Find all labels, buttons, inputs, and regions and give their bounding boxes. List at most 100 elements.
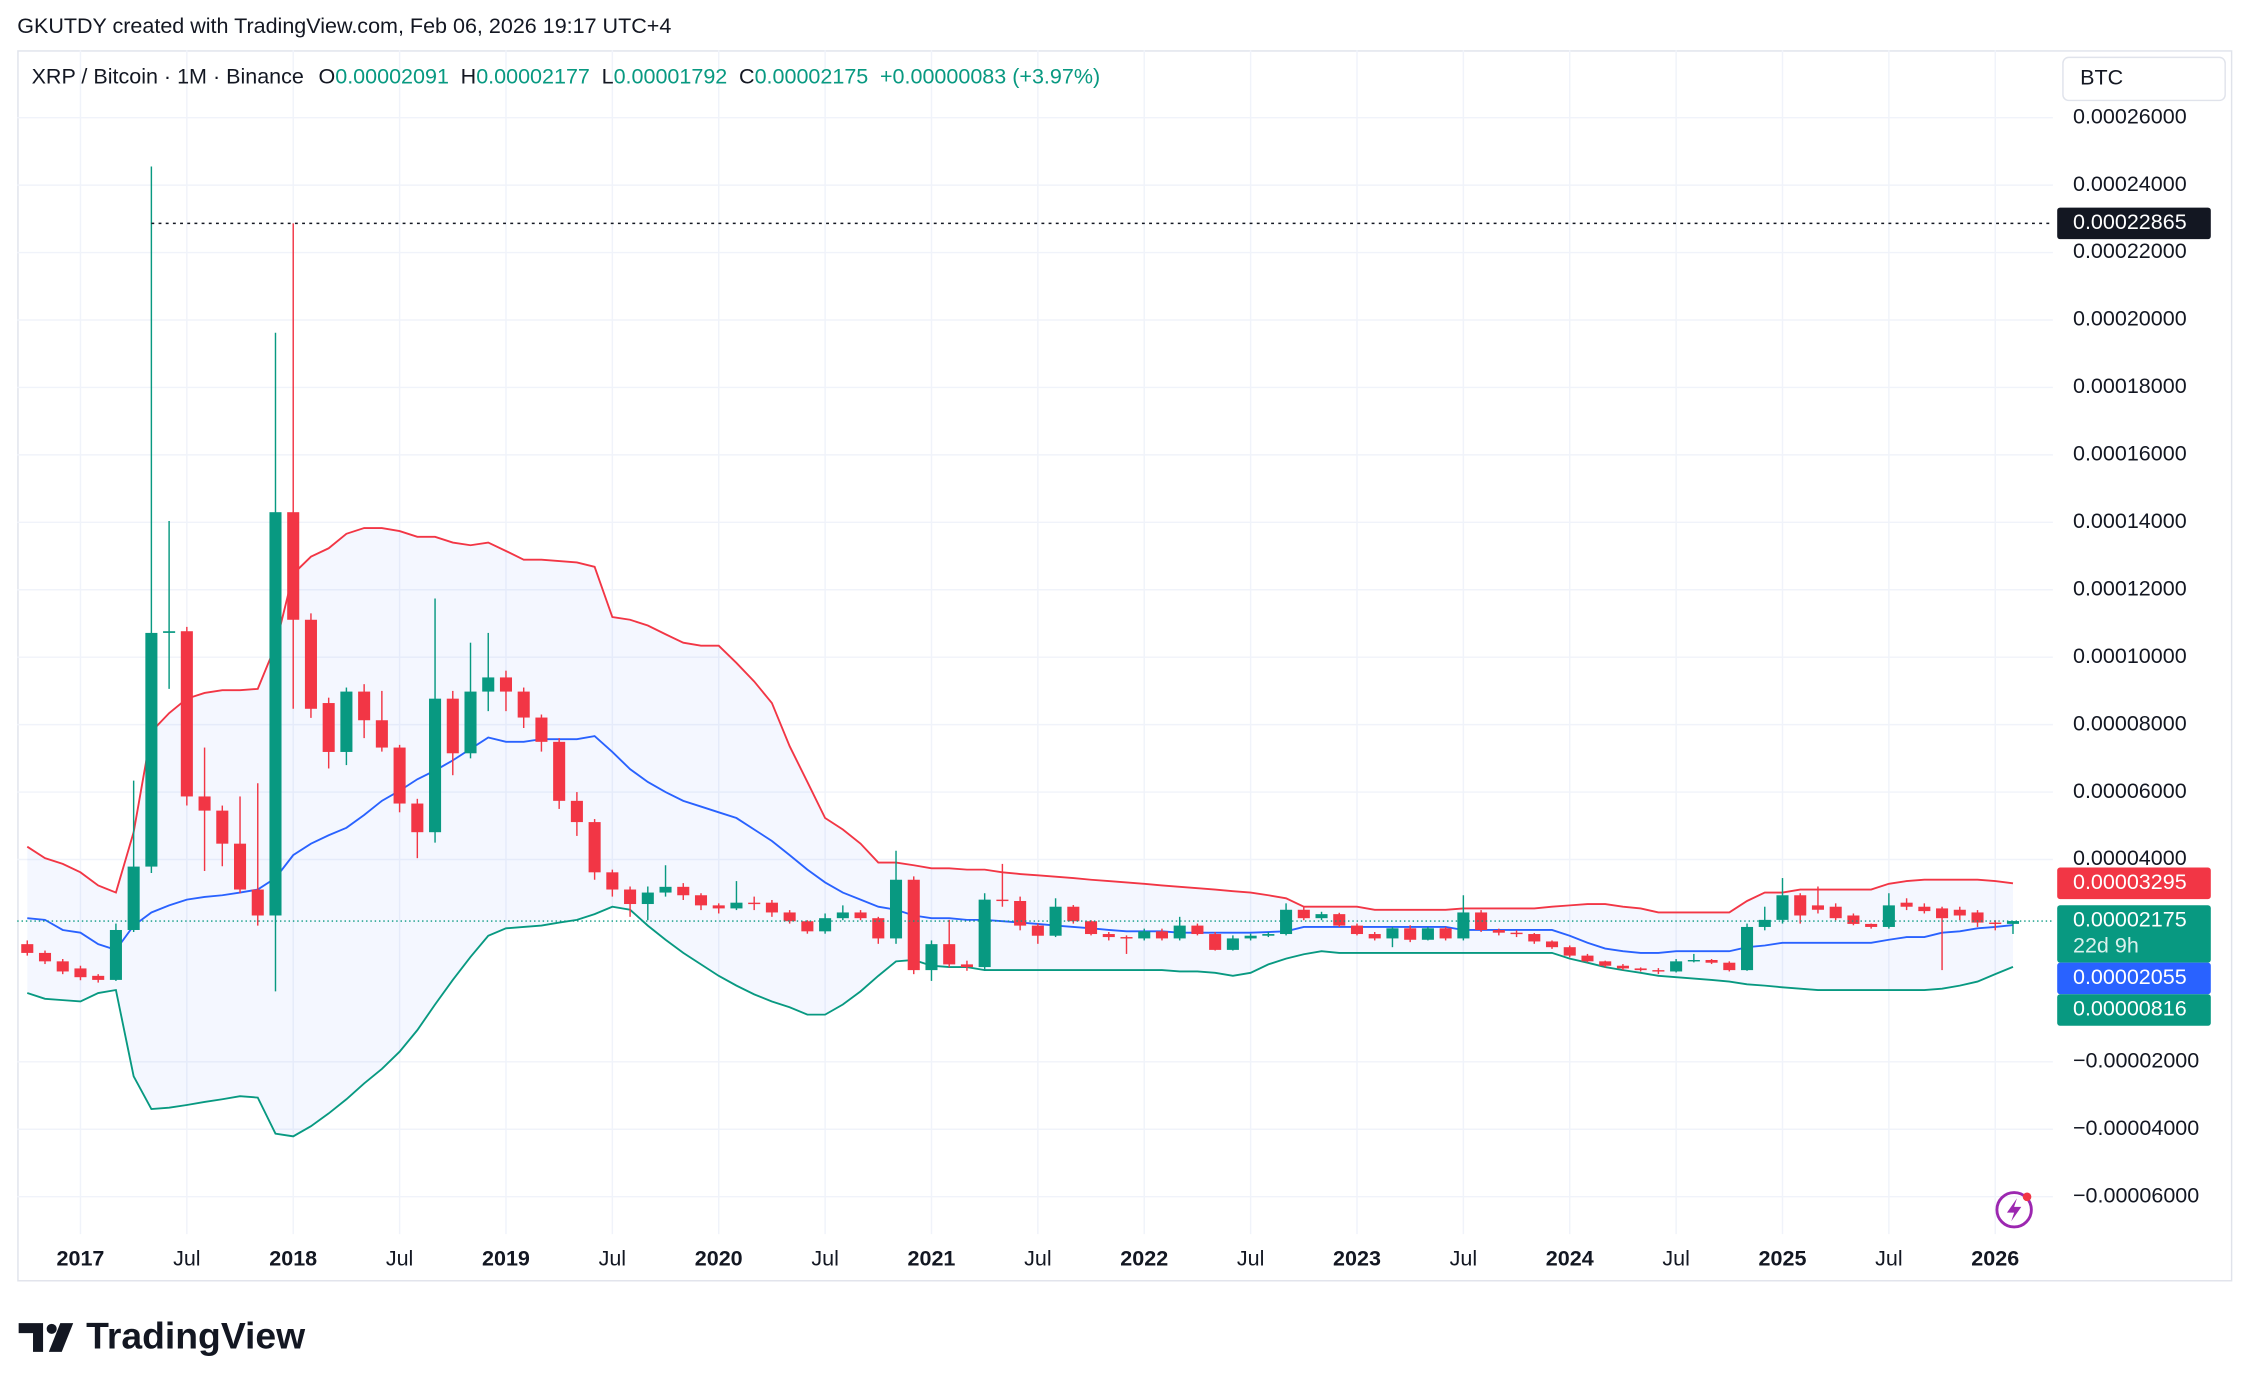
candle-body (1723, 962, 1736, 971)
x-tick-label: 2025 (1759, 1247, 1807, 1271)
y-tick-label: 0.00020000 (2073, 307, 2187, 331)
x-tick-label: Jul (1024, 1247, 1052, 1271)
y-tick-label: 0.00016000 (2073, 442, 2187, 466)
candle-body (1528, 934, 1541, 942)
lightning-icon[interactable] (1995, 1191, 2033, 1229)
candle-body (1900, 902, 1913, 907)
x-tick-label: 2026 (1971, 1247, 2019, 1271)
candle-body (553, 741, 566, 801)
candle-body (1492, 929, 1505, 933)
candle-body (1847, 915, 1860, 924)
candle-body (1439, 928, 1452, 939)
candle-body (783, 912, 796, 922)
candle-body (1368, 934, 1381, 939)
candle-body (1315, 914, 1328, 919)
candle-body (765, 902, 778, 913)
ohlc-value: 0.00002177 (476, 64, 590, 88)
candle-body (1226, 938, 1239, 950)
y-tick-label: 0.00024000 (2073, 172, 2187, 196)
x-tick-label: 2019 (482, 1247, 530, 1271)
candle-body (1865, 923, 1878, 927)
x-tick-label: 2018 (269, 1247, 317, 1271)
candle-body (304, 619, 317, 709)
ohlc-key: H (461, 64, 477, 88)
candle-body (1421, 928, 1434, 940)
change: +0.00000083 (+3.97%) (880, 64, 1100, 88)
candle-body (907, 879, 920, 971)
candle-body (429, 698, 442, 833)
candle-body (1829, 906, 1842, 919)
price-label-box (2057, 905, 2211, 963)
candle-body (1209, 934, 1222, 950)
candle-body (1297, 909, 1310, 919)
candle-body (1758, 919, 1771, 927)
brand-logo (18, 1323, 74, 1352)
candle-body (1386, 928, 1399, 939)
candle-body (482, 677, 495, 692)
symbol-legend: XRP / Bitcoin · 1M · Binance O0.00002091… (32, 64, 1101, 88)
band-fill (27, 528, 2013, 1137)
band-lower (26, 905, 2014, 1138)
x-tick-label: Jul (386, 1247, 414, 1271)
candle-body (659, 886, 672, 893)
y-tick-label: 0.00012000 (2073, 576, 2187, 600)
candle-body (56, 961, 69, 972)
candle-body (606, 872, 619, 890)
x-tick-label: 2020 (695, 1247, 743, 1271)
candle-body (1138, 931, 1151, 939)
ohlc-value: 0.00002175 (755, 64, 869, 88)
candle-body (1563, 947, 1576, 956)
x-tick-label: Jul (1875, 1247, 1903, 1271)
y-tick-label: 0.00010000 (2073, 644, 2187, 668)
x-tick-label: Jul (1662, 1247, 1690, 1271)
candle-body (1155, 931, 1168, 939)
x-tick-label: 2022 (1120, 1247, 1168, 1271)
candle-body (21, 944, 34, 953)
candle-body (889, 879, 903, 939)
candle-body (1510, 932, 1523, 935)
candle-body (92, 975, 105, 980)
price-label-box (2057, 207, 2211, 240)
candle-body (1794, 895, 1807, 916)
currency-button[interactable] (2062, 56, 2226, 102)
candle-body (1687, 959, 1700, 962)
candle-body (1031, 925, 1044, 936)
candle-body (464, 691, 477, 754)
candle-body (819, 918, 832, 932)
y-tick-label: 0.00022000 (2073, 239, 2187, 263)
candle-body (1705, 959, 1718, 963)
candle-body (127, 866, 140, 930)
candle-body (269, 512, 282, 916)
candle-body (109, 929, 122, 980)
candle-body (1262, 934, 1275, 936)
candle-body (677, 886, 690, 896)
candle-body (1404, 928, 1417, 940)
candle-body (943, 944, 956, 965)
candle-body (872, 918, 885, 939)
candle-body (1244, 935, 1257, 939)
candle-body (570, 800, 583, 823)
candle-body (1616, 965, 1629, 969)
candle-body (1350, 925, 1364, 935)
price-label: 0.00003295 (2073, 870, 2187, 894)
candle-body (1120, 937, 1133, 939)
candle-body (1953, 909, 1966, 916)
candle-body (1191, 925, 1204, 935)
candle-body (180, 631, 193, 797)
candle-body (322, 703, 335, 752)
price-label: 0.00002175 (2073, 908, 2187, 932)
currency: BTC (2080, 66, 2123, 90)
ohlc-key: O (318, 64, 335, 88)
candle-body (1014, 900, 1027, 926)
candle-body (1936, 908, 1949, 919)
candle-body (251, 889, 264, 916)
candle-body (1102, 934, 1115, 938)
candle-body (1173, 925, 1186, 939)
candle-body (1280, 909, 1293, 935)
y-tick-label: 0.00004000 (2073, 846, 2187, 870)
watermark: GKUTDY created with TradingView.com, Feb… (17, 14, 671, 38)
countdown: 22d 9h (2073, 934, 2139, 958)
candle-body (1811, 905, 1824, 910)
